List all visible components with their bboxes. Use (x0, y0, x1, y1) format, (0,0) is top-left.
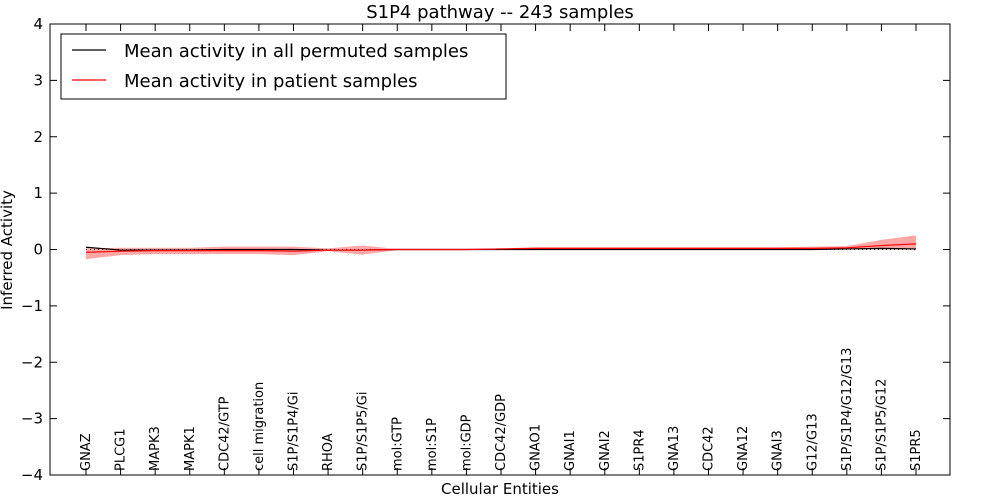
x-axis-title: Cellular Entities (441, 480, 559, 498)
category-label: G12/G13 (805, 413, 820, 471)
category-label: GNAI3 (771, 430, 786, 471)
y-tick-label: −1 (21, 297, 43, 315)
y-tick-label: −2 (21, 353, 43, 371)
chart-title: S1P4 pathway -- 243 samples (366, 2, 634, 23)
category-label: GNAO1 (529, 424, 544, 471)
category-label: mol:GDP (459, 414, 474, 471)
axis-ticks: 4 3 2 1 0 −1 −2 −3 −4 (21, 15, 950, 484)
category-label: GNA12 (736, 426, 751, 471)
category-label: MAPK3 (148, 426, 163, 471)
y-tick-label: 0 (33, 241, 43, 259)
legend-label-patient: Mean activity in patient samples (124, 71, 418, 92)
category-label: S1P/S1P5/Gi (356, 392, 371, 471)
legend-box (60, 33, 507, 100)
patient-mean-line (85, 243, 917, 253)
y-tick-label: 1 (33, 184, 43, 202)
y-tick-label: −4 (21, 466, 43, 484)
category-label: PLCG1 (114, 428, 129, 471)
category-label: GNAZ (79, 433, 94, 471)
category-label: CDC42/GDP (494, 394, 509, 471)
category-label: S1P/S1P4/Gi (287, 392, 302, 471)
category-label: mol:GTP (390, 417, 405, 471)
y-axis-title: Inferred Activity (0, 190, 16, 310)
category-label: S1P/S1P4/G12/G13 (840, 348, 855, 471)
y-tick-label: 4 (33, 15, 43, 33)
y-tick-label: 2 (33, 128, 43, 146)
y-tick-label: 3 (33, 71, 43, 89)
category-label: S1P/S1P5/G12 (874, 379, 889, 471)
category-label: S1PR4 (632, 429, 647, 471)
series-lines (85, 243, 917, 253)
error-bands (86, 235, 916, 260)
category-label: CDC42 (702, 426, 717, 471)
category-labels: GNAZ PLCG1 MAPK3 MAPK1 CDC42/GTP cell migrati… (79, 348, 924, 471)
category-label: MAPK1 (183, 426, 198, 471)
category-label: S1PR5 (909, 429, 924, 471)
plot-frame (49, 23, 951, 476)
category-label: cell migration (252, 382, 267, 471)
category-label: CDC42/GTP (217, 396, 232, 471)
y-tick-label: −3 (21, 410, 43, 428)
category-label: GNA13 (667, 426, 682, 471)
category-label: mol:S1P (425, 418, 440, 471)
category-label: RHOA (321, 433, 336, 471)
legend: Mean activity in all permuted samples Me… (60, 33, 507, 100)
legend-label-permuted: Mean activity in all permuted samples (124, 41, 468, 62)
patient-band (86, 235, 916, 260)
category-label: GNAI1 (563, 430, 578, 471)
category-label: GNAI2 (598, 430, 613, 471)
